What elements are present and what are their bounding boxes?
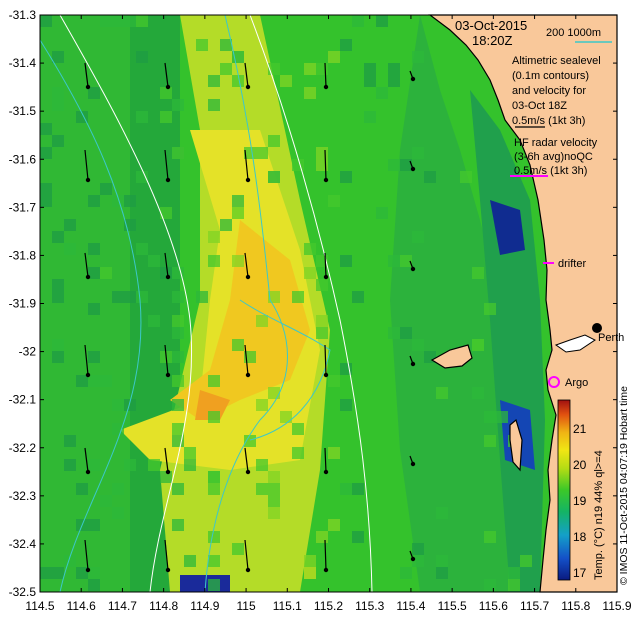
sealevel-contours: [59, 14, 373, 593]
drifter-label: drifter: [558, 258, 586, 270]
altimetry-note: Altimetric sealevel (0.1m contours) and ve…: [512, 55, 601, 127]
lat-tick-label: -31.8: [9, 248, 37, 262]
swan-river: [554, 334, 596, 353]
axis-ticks: [39, 14, 618, 593]
colorbar-title: Temp. (°C) n19 44% ql>=4: [593, 450, 605, 580]
lon-tick-label: 115.6: [479, 599, 508, 613]
lon-tick-label: 115.4: [396, 599, 425, 613]
lon-tick-labels: 114.5 114.6 114.7 114.8 114.9 115 115.1 115.2 11…: [25, 599, 631, 613]
hf-radar-note-line: HF radar velocity: [514, 137, 598, 149]
perth-marker: [592, 323, 602, 333]
lat-tick-label: -31.4: [9, 56, 37, 70]
isobath-legend-label: 200 1000m: [546, 27, 601, 39]
altimetry-note-line: (0.1m contours): [512, 70, 589, 82]
lon-tick-label: 115.5: [438, 599, 467, 613]
rottnest-island: [430, 344, 473, 369]
altimetry-note-line: 0.5m/s (1kt 3h): [512, 115, 585, 127]
credit-line: © IMOS 11-Oct-2015 04:07:19 Hobart time: [618, 386, 630, 585]
altimetry-note-line: and velocity for: [512, 85, 586, 97]
lat-tick-label: -31.3: [9, 8, 37, 22]
altimetry-note-line: Altimetric sealevel: [512, 55, 601, 67]
lon-tick-label: 114.6: [67, 599, 96, 613]
lon-tick-label: 115.7: [520, 599, 549, 613]
lon-tick-label: 115: [237, 599, 256, 613]
hf-radar-note-line: (3-6h avg)noQC: [514, 151, 593, 163]
garden-island: [509, 418, 523, 472]
lat-tick-label: -31.6: [9, 152, 37, 166]
colorbar: [557, 399, 571, 581]
map-date: 03-Oct-2015: [455, 18, 527, 33]
lat-tick-label: -32.5: [9, 585, 37, 599]
lon-tick-label: 115.3: [355, 599, 384, 613]
colorbar-tick-labels: 17 18 19 20 21: [573, 422, 587, 580]
lon-tick-label: 114.7: [108, 599, 137, 613]
lat-tick-label: -32.4: [9, 537, 37, 551]
map-time: 18:20Z: [472, 33, 513, 48]
lon-tick-label: 115.8: [561, 599, 590, 613]
lat-tick-labels: -31.3 -31.4 -31.5 -31.6 -31.7 -31.8 -31.9 -32 -3…: [9, 8, 37, 599]
argo-marker: [548, 376, 560, 388]
lon-tick-label: 114.9: [190, 599, 219, 613]
colorbar-tick-label: 21: [573, 422, 587, 436]
lat-tick-label: -31.9: [9, 297, 37, 311]
colorbar-tick-label: 19: [573, 494, 587, 508]
lon-tick-label: 114.8: [149, 599, 178, 613]
sst-pixels: [40, 15, 532, 591]
lon-tick-label: 115.1: [273, 599, 302, 613]
altimetry-note-line: 03-Oct 18Z: [512, 100, 567, 112]
hf-radar-note-line: 0.5m/s (1kt 3h): [514, 165, 587, 177]
city-label: Perth: [598, 332, 624, 344]
colorbar-tick-label: 20: [573, 458, 587, 472]
colorbar-tick-label: 18: [573, 530, 587, 544]
isobath-contours: [39, 14, 331, 593]
lat-tick-label: -31.5: [9, 104, 37, 118]
argo-label: Argo: [565, 377, 588, 389]
velocity-arrows: [84, 62, 416, 573]
hf-radar-note: HF radar velocity (3-6h avg)noQC 0.5m/s (1…: [514, 137, 598, 177]
lat-tick-label: -32: [19, 345, 37, 359]
lon-tick-label: 114.5: [25, 599, 54, 613]
lon-tick-label: 115.9: [602, 599, 631, 613]
lat-tick-label: -32.1: [9, 393, 37, 407]
lat-tick-label: -32.3: [9, 489, 37, 503]
lat-tick-label: -32.2: [9, 441, 37, 455]
colorbar-tick-label: 17: [573, 566, 587, 580]
lat-tick-label: -31.7: [9, 200, 37, 214]
lon-tick-label: 115.2: [314, 599, 343, 613]
